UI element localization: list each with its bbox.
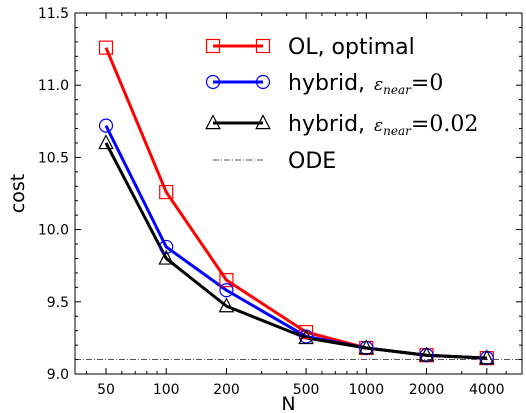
- axes: 50 100 200 500 1000 2000 4000 9.0 9.5 10.0 10.5 11.…: [7, 6, 523, 413]
- legend: OL, optimal hybrid, εnear=0 hybrid, εnear=…: [205, 35, 478, 174]
- legend-label-ode: ODE: [288, 149, 336, 174]
- plot-frame: [74, 12, 523, 375]
- x-tick-label: 200: [213, 382, 240, 398]
- data-point-square: [98, 40, 114, 55]
- x-tick-label: 2000: [409, 382, 445, 398]
- data-point-square: [159, 184, 174, 200]
- data-point-square: [298, 325, 314, 340]
- y-tick-label: 9.0: [47, 367, 69, 383]
- data-point-circle: [159, 239, 174, 255]
- y-tick-label: 9.5: [47, 295, 69, 311]
- legend-marker-circle: [255, 74, 271, 90]
- y-tick-label: 10.0: [38, 223, 69, 239]
- data-point-triangle: [358, 339, 375, 355]
- legend-label-circle: hybrid, εnear=0: [288, 71, 443, 97]
- legend-label-square: OL, optimal: [288, 35, 415, 60]
- data-point-circle: [219, 283, 234, 298]
- plot-area: [75, 40, 522, 366]
- series-line-triangle: [104, 142, 487, 360]
- data-point-triangle: [98, 134, 114, 150]
- y-tick-label: 10.5: [38, 150, 69, 166]
- legend-marker-triangle: [205, 114, 221, 130]
- data-point-triangle: [158, 249, 175, 265]
- legend-marker-square: [255, 38, 271, 54]
- x-tick-label: 1000: [348, 382, 384, 398]
- legend-marker-square: [205, 38, 221, 54]
- data-point-triangle: [218, 297, 235, 313]
- x-axis-title: N: [281, 393, 295, 413]
- legend-marker-circle: [205, 74, 221, 90]
- legend-label-triangle: hybrid, εnear=0.02: [288, 112, 478, 138]
- x-tick-label: 4000: [469, 382, 505, 398]
- x-tick-label: 50: [97, 382, 115, 398]
- legend-marker-triangle: [255, 114, 271, 130]
- data-point-triangle: [418, 346, 435, 362]
- data-point-triangle: [298, 329, 314, 345]
- data-point-circle: [98, 118, 114, 133]
- y-axis-title: cost: [7, 174, 29, 213]
- data-point-triangle: [478, 349, 495, 365]
- data-point-square: [219, 273, 234, 288]
- y-tick-label: 11.0: [38, 78, 69, 94]
- x-tick-label: 100: [153, 382, 180, 398]
- y-tick-label: 11.5: [38, 6, 69, 22]
- x-tick-label: 500: [293, 382, 320, 398]
